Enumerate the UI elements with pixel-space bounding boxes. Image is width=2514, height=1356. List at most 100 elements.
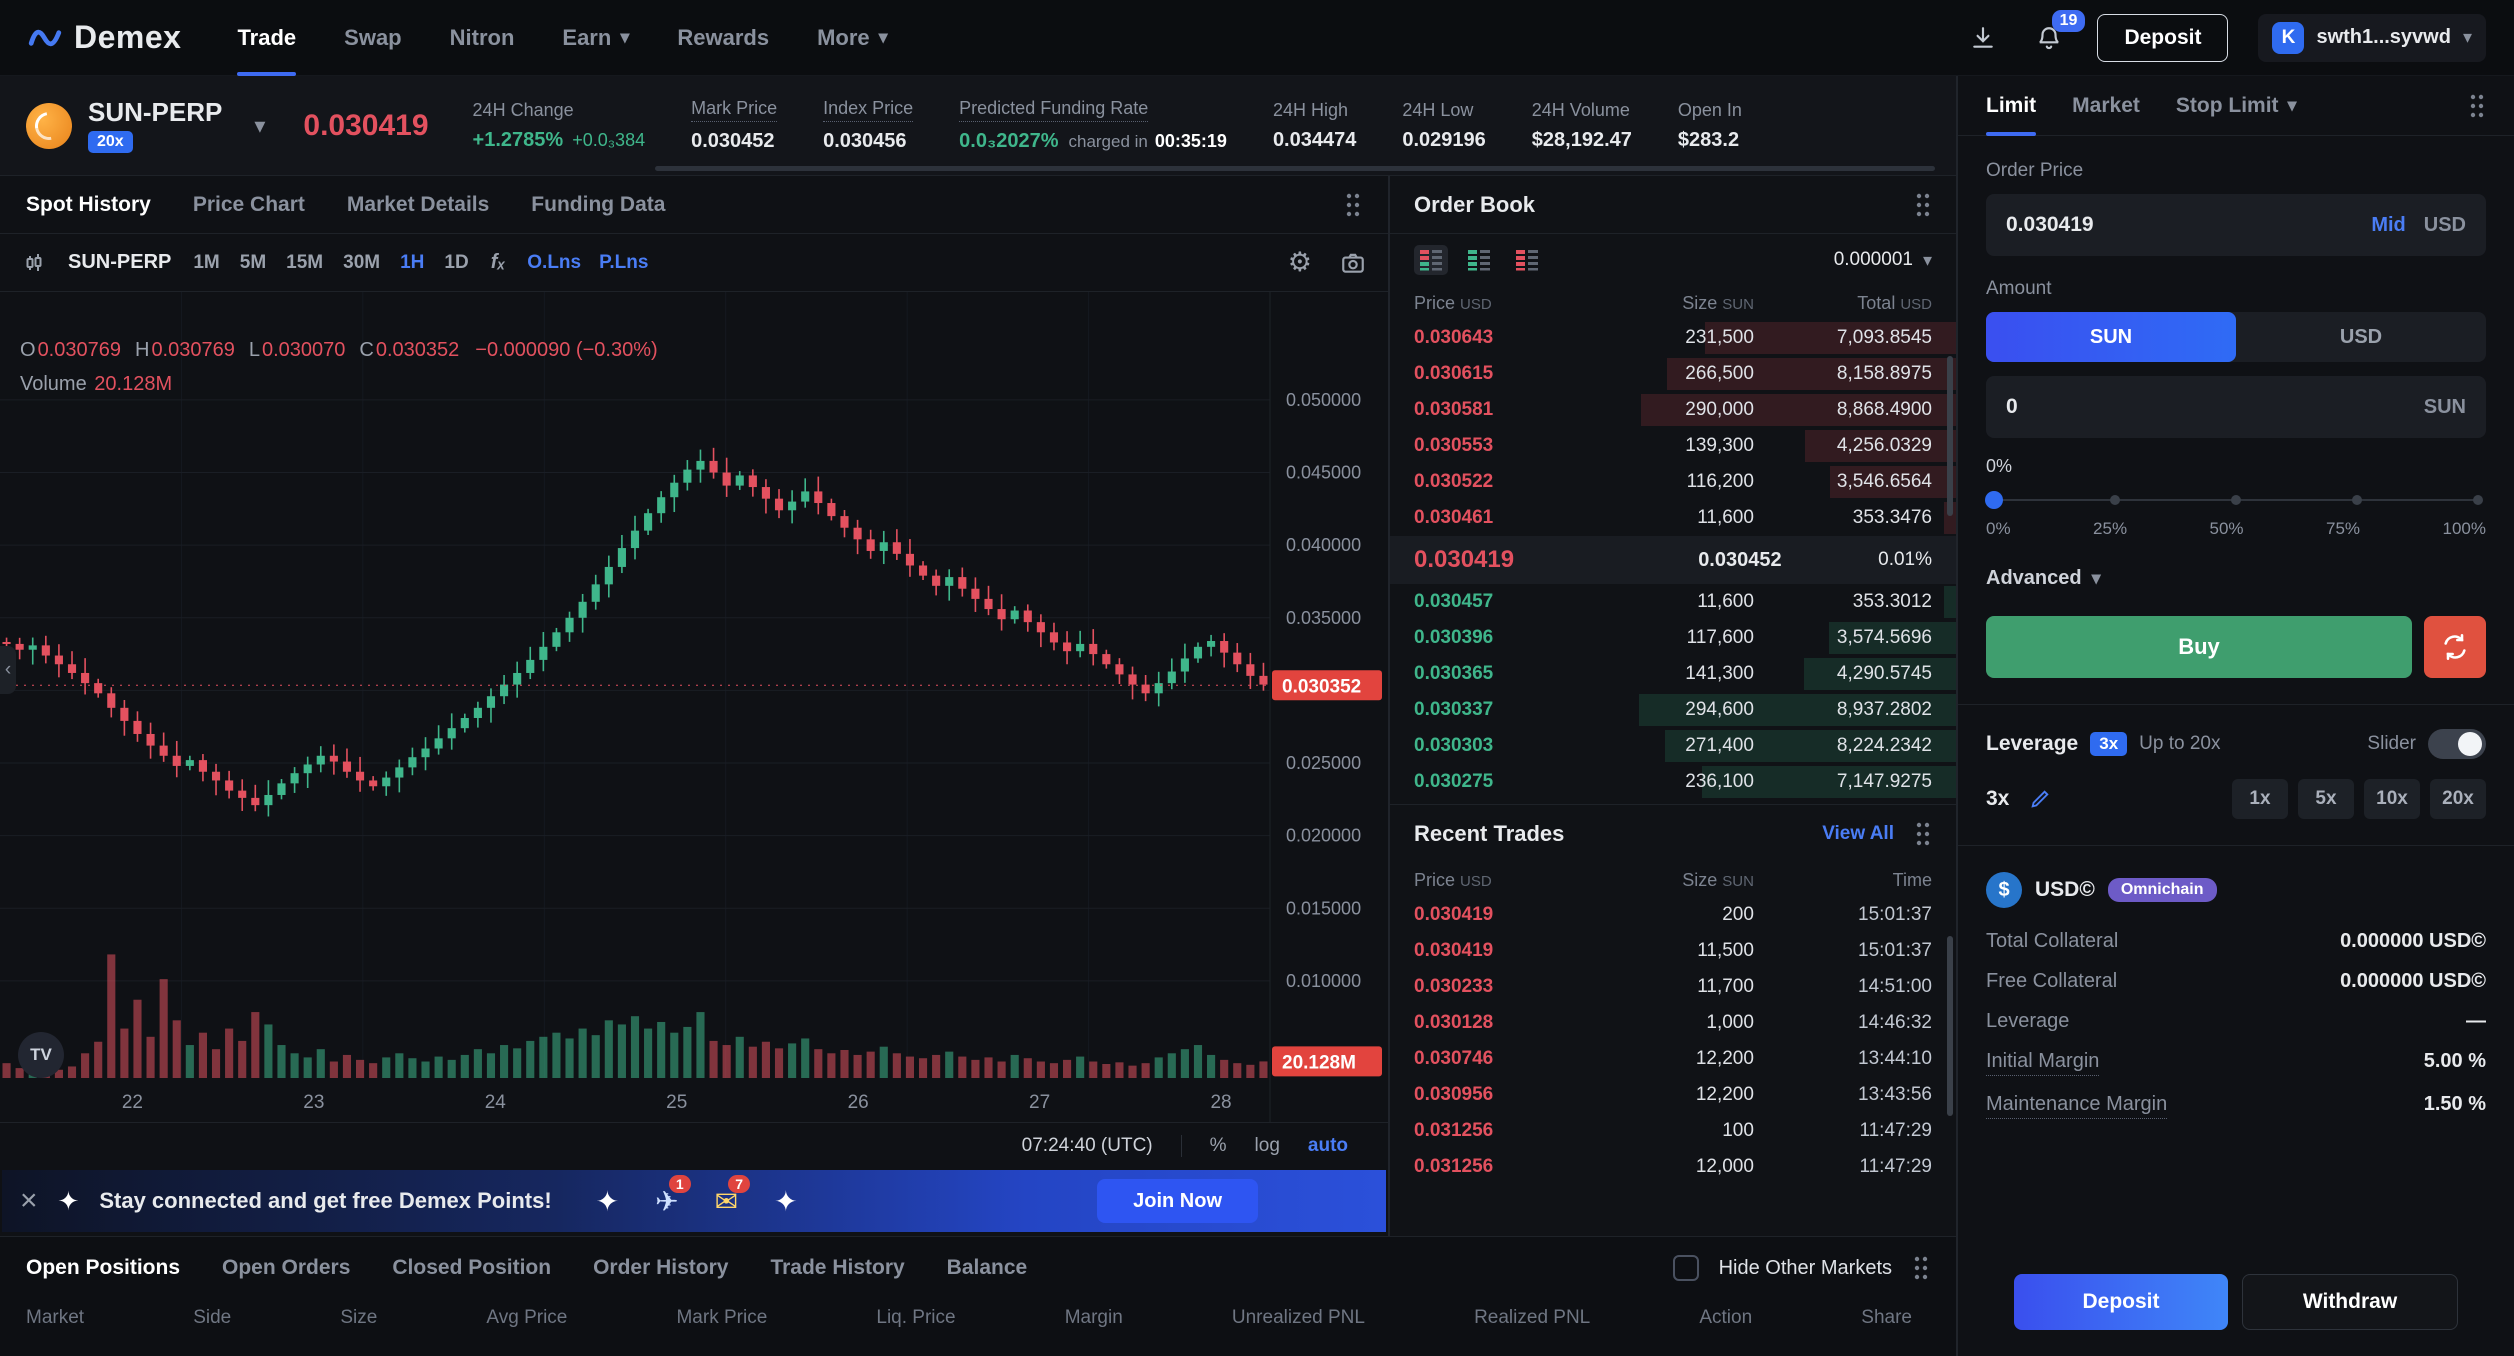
leverage-preset-20x[interactable]: 20x bbox=[2430, 779, 2486, 819]
mid-button[interactable]: Mid bbox=[2371, 213, 2406, 236]
tab-price-chart[interactable]: Price Chart bbox=[192, 192, 305, 216]
close-icon[interactable]: × bbox=[20, 1184, 38, 1217]
trade-row[interactable]: 0.030419 200 15:01:37 bbox=[1390, 897, 1956, 933]
interval-30m[interactable]: 30M bbox=[343, 251, 381, 273]
nav-item-swap[interactable]: Swap bbox=[344, 0, 401, 76]
advanced-toggle[interactable]: Advanced ▾ bbox=[1986, 567, 2486, 590]
demex-logo[interactable]: Demex bbox=[28, 19, 181, 56]
drag-handle-icon[interactable] bbox=[1914, 190, 1932, 220]
slider-dot-100%[interactable] bbox=[2473, 495, 2483, 505]
tab-closed-position[interactable]: Closed Position bbox=[392, 1256, 552, 1279]
leverage-preset-1x[interactable]: 1x bbox=[2232, 779, 2288, 819]
drag-handle-icon[interactable] bbox=[1912, 1253, 1930, 1283]
tab-open-orders[interactable]: Open Orders bbox=[222, 1256, 351, 1279]
notifications-button[interactable]: 19 bbox=[2031, 9, 2086, 56]
bid-row[interactable]: 0.030396 117,600 3,574.5696 bbox=[1390, 620, 1956, 656]
order-price-input[interactable]: 0.030419 Mid USD bbox=[1986, 194, 2486, 256]
bid-row[interactable]: 0.030337 294,600 8,937.2802 bbox=[1390, 692, 1956, 728]
leverage-preset-5x[interactable]: 5x bbox=[2298, 779, 2354, 819]
download-button[interactable] bbox=[1965, 20, 2001, 56]
bid-row[interactable]: 0.030457 11,600 353.3012 bbox=[1390, 584, 1956, 620]
edit-leverage-button[interactable] bbox=[2023, 782, 2057, 816]
ask-row[interactable]: 0.030643 231,500 7,093.8545 bbox=[1390, 320, 1956, 356]
nav-item-more[interactable]: More ▾ bbox=[817, 0, 888, 76]
ask-row[interactable]: 0.030461 11,600 353.3476 bbox=[1390, 500, 1956, 536]
denom-sun[interactable]: SUN bbox=[1986, 312, 2236, 362]
book-view-both-icon[interactable] bbox=[1414, 245, 1448, 275]
fx-indicator-icon[interactable]: fₓ bbox=[490, 251, 506, 273]
nav-deposit-button[interactable]: Deposit bbox=[2097, 13, 2229, 62]
order-type-tab-limit[interactable]: Limit bbox=[1986, 76, 2037, 136]
tab-order-history[interactable]: Order History bbox=[593, 1256, 729, 1279]
join-now-button[interactable]: Join Now bbox=[1097, 1179, 1258, 1223]
trade-row[interactable]: 0.030746 12,200 13:44:10 bbox=[1390, 1041, 1956, 1077]
indicator-olns[interactable]: O.Lns bbox=[527, 251, 582, 273]
view-all-link[interactable]: View All bbox=[1822, 823, 1894, 844]
scrollbar-thumb[interactable] bbox=[1947, 936, 1953, 1116]
tab-spot-history[interactable]: Spot History bbox=[26, 192, 151, 216]
interval-15m[interactable]: 15M bbox=[286, 251, 324, 273]
trade-row[interactable]: 0.031256 12,000 11:47:29 bbox=[1390, 1149, 1956, 1185]
auto-scale-button[interactable]: auto bbox=[1307, 1134, 1348, 1156]
interval-1h[interactable]: 1H bbox=[400, 251, 425, 273]
withdraw-button[interactable]: Withdraw bbox=[2242, 1274, 2458, 1330]
tab-balance[interactable]: Balance bbox=[946, 1256, 1028, 1279]
price-chart-area[interactable]: O 0.030769 H 0.030769 L 0.030070 C 0.030352 −0.0… bbox=[0, 292, 1388, 1122]
interval-1m[interactable]: 1M bbox=[193, 251, 220, 273]
interval-5m[interactable]: 5M bbox=[239, 251, 267, 273]
interval-1d[interactable]: 1D bbox=[444, 251, 469, 273]
hide-other-markets-checkbox[interactable] bbox=[1672, 1255, 1699, 1281]
slider-dot-50%[interactable] bbox=[2231, 495, 2241, 505]
trade-row[interactable]: 0.030128 1,000 14:46:32 bbox=[1390, 1005, 1956, 1041]
bid-row[interactable]: 0.030275 236,100 7,147.9275 bbox=[1390, 764, 1956, 800]
drag-handle-icon[interactable] bbox=[1344, 190, 1362, 220]
market-selector[interactable]: SUN-PERP 20x ▾ bbox=[26, 99, 265, 153]
denom-usd[interactable]: USD bbox=[2339, 325, 2383, 348]
log-scale-button[interactable]: log bbox=[1254, 1134, 1280, 1156]
ask-row[interactable]: 0.030581 290,000 8,868.4900 bbox=[1390, 392, 1956, 428]
nav-item-trade[interactable]: Trade bbox=[237, 0, 296, 76]
book-view-bids-icon[interactable] bbox=[1462, 245, 1496, 275]
trade-row[interactable]: 0.030233 11,700 14:51:00 bbox=[1390, 969, 1956, 1005]
bid-row[interactable]: 0.030303 271,400 8,224.2342 bbox=[1390, 728, 1956, 764]
camera-icon[interactable] bbox=[1340, 250, 1366, 276]
trade-row[interactable]: 0.031256 100 11:47:29 bbox=[1390, 1113, 1956, 1149]
ask-row[interactable]: 0.030615 266,500 8,158.8975 bbox=[1390, 356, 1956, 392]
trade-row[interactable]: 0.030956 12,200 13:43:56 bbox=[1390, 1077, 1956, 1113]
buy-button[interactable]: Buy bbox=[1986, 616, 2412, 678]
order-type-tab-stop-limit[interactable]: Stop Limit ▾ bbox=[2176, 76, 2297, 136]
nav-item-nitron[interactable]: Nitron bbox=[450, 0, 515, 76]
tab-market-details[interactable]: Market Details bbox=[346, 192, 490, 216]
drag-handle-icon[interactable] bbox=[1914, 819, 1932, 849]
leverage-preset-10x[interactable]: 10x bbox=[2364, 779, 2420, 819]
order-type-tab-market[interactable]: Market bbox=[2072, 76, 2140, 136]
collapse-panel-handle[interactable]: ‹ bbox=[0, 646, 16, 694]
book-view-asks-icon[interactable] bbox=[1510, 245, 1544, 275]
nav-item-rewards[interactable]: Rewards bbox=[677, 0, 769, 76]
deposit-button[interactable]: Deposit bbox=[2014, 1274, 2228, 1330]
gear-icon[interactable]: ⚙ bbox=[1287, 247, 1312, 277]
order-book-mid-row[interactable]: 0.030419 0.030452 0.01% bbox=[1390, 536, 1956, 584]
drag-handle-icon[interactable] bbox=[2468, 91, 2486, 121]
candlestick-chart[interactable]: 0.0500000.0450000.0400000.0350000.030000… bbox=[0, 292, 1388, 1122]
precision-selector[interactable]: 0.000001 ▾ bbox=[1834, 249, 1932, 271]
switch-side-button[interactable] bbox=[2424, 616, 2486, 678]
wallet-chip[interactable]: K swth1...syvwd ▾ bbox=[2258, 13, 2486, 62]
tab-funding-data[interactable]: Funding Data bbox=[531, 192, 666, 216]
ask-row[interactable]: 0.030553 139,300 4,256.0329 bbox=[1390, 428, 1956, 464]
amount-slider[interactable] bbox=[1985, 491, 2483, 509]
percent-scale-button[interactable]: % bbox=[1209, 1134, 1227, 1156]
slider-dot-25%[interactable] bbox=[2110, 495, 2120, 505]
tab-open-positions[interactable]: Open Positions bbox=[26, 1256, 181, 1279]
leverage-slider-toggle[interactable] bbox=[2428, 729, 2486, 759]
bid-row[interactable]: 0.030365 141,300 4,290.5745 bbox=[1390, 656, 1956, 692]
nav-item-earn[interactable]: Earn ▾ bbox=[562, 0, 629, 76]
amount-input[interactable]: 0 SUN bbox=[1986, 376, 2486, 438]
tradingview-logo[interactable]: TV bbox=[18, 1032, 64, 1078]
slider-dot-0%[interactable] bbox=[1985, 491, 2003, 509]
slider-dot-75%[interactable] bbox=[2352, 495, 2362, 505]
scrollbar-thumb[interactable] bbox=[1947, 356, 1953, 516]
tab-trade-history[interactable]: Trade History bbox=[770, 1256, 905, 1279]
trade-row[interactable]: 0.030419 11,500 15:01:37 bbox=[1390, 933, 1956, 969]
stats-scrollbar[interactable] bbox=[655, 166, 1935, 171]
